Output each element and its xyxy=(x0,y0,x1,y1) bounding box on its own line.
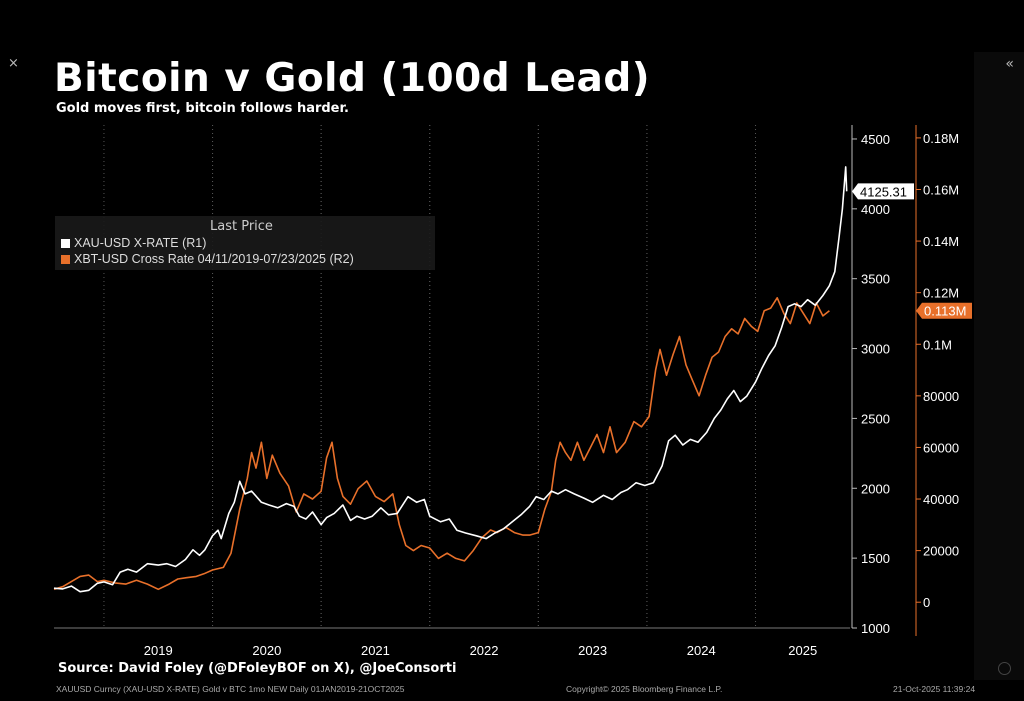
r2-tick-label: 0 xyxy=(923,595,930,610)
bitcoin-last-value-label: 0.113M xyxy=(924,304,966,319)
r1-tick-label: 3000 xyxy=(861,342,890,357)
x-tick-label: 2019 xyxy=(144,643,173,658)
x-tick-label: 2020 xyxy=(252,643,281,658)
r2-tick-label: 0.1M xyxy=(923,337,952,352)
legend-swatch-gold xyxy=(61,239,70,248)
r2-tick-label: 0.16M xyxy=(923,182,959,197)
close-icon[interactable]: × xyxy=(8,56,19,71)
r2-tick-label: 20000 xyxy=(923,544,959,559)
right-sidebar xyxy=(974,52,1024,680)
footer-timestamp: 21-Oct-2025 11:39:24 xyxy=(893,684,976,694)
legend-item-gold: XAU-USD X-RATE (R1) xyxy=(61,236,206,250)
r2-tick-label: 80000 xyxy=(923,389,959,404)
gold-last-value-label: 4125.31 xyxy=(860,184,907,199)
r1-tick-label: 2500 xyxy=(861,411,890,426)
footer-ticker: XAUUSD Curncy (XAU-USD X-RATE) Gold v BT… xyxy=(56,684,405,694)
legend-item-bitcoin: XBT-USD Cross Rate 04/11/2019-07/23/2025… xyxy=(61,252,354,266)
source-note: Source: David Foley (@DFoleyBOF on X), @… xyxy=(58,661,457,676)
r2-tick-label: 0.12M xyxy=(923,286,959,301)
r1-tick-label: 4000 xyxy=(861,202,890,217)
legend-label-gold: XAU-USD X-RATE (R1) xyxy=(74,236,207,250)
gold-series-line xyxy=(53,166,848,593)
r1-tick-label: 2000 xyxy=(861,481,890,496)
r1-tick-label: 1500 xyxy=(861,551,890,566)
gold-last-value-tag xyxy=(852,183,914,200)
x-tick-label: 2021 xyxy=(361,643,390,658)
legend-header: Last Price xyxy=(210,219,273,234)
legend: Last Price XAU-USD X-RATE (R1) XBT-USD C… xyxy=(55,216,435,270)
r2-tick-label: 60000 xyxy=(923,440,959,455)
refresh-icon[interactable] xyxy=(998,662,1011,675)
bitcoin-series-line xyxy=(53,297,830,591)
bitcoin-last-value-tag xyxy=(916,302,972,319)
legend-label-bitcoin: XBT-USD Cross Rate 04/11/2019-07/23/2025… xyxy=(74,252,354,266)
r2-tick-label: 40000 xyxy=(923,492,959,507)
footer-copyright: Copyright© 2025 Bloomberg Finance L.P. xyxy=(566,684,723,694)
x-tick-label: 2025 xyxy=(788,643,817,658)
r1-tick-label: 1000 xyxy=(861,621,890,636)
x-tick-label: 2023 xyxy=(578,643,607,658)
chart-subtitle: Gold moves first, bitcoin follows harder… xyxy=(56,101,349,116)
r2-tick-label: 0.14M xyxy=(923,234,959,249)
r2-tick-label: 0.18M xyxy=(923,131,959,146)
legend-swatch-bitcoin xyxy=(61,255,70,264)
x-tick-label: 2024 xyxy=(687,643,716,658)
x-tick-label: 2022 xyxy=(470,643,499,658)
chart-title: Bitcoin v Gold (100d Lead) xyxy=(54,56,651,101)
r1-tick-label: 3500 xyxy=(861,272,890,287)
r1-tick-label: 4500 xyxy=(861,132,890,147)
collapse-icon[interactable]: « xyxy=(1005,56,1014,72)
